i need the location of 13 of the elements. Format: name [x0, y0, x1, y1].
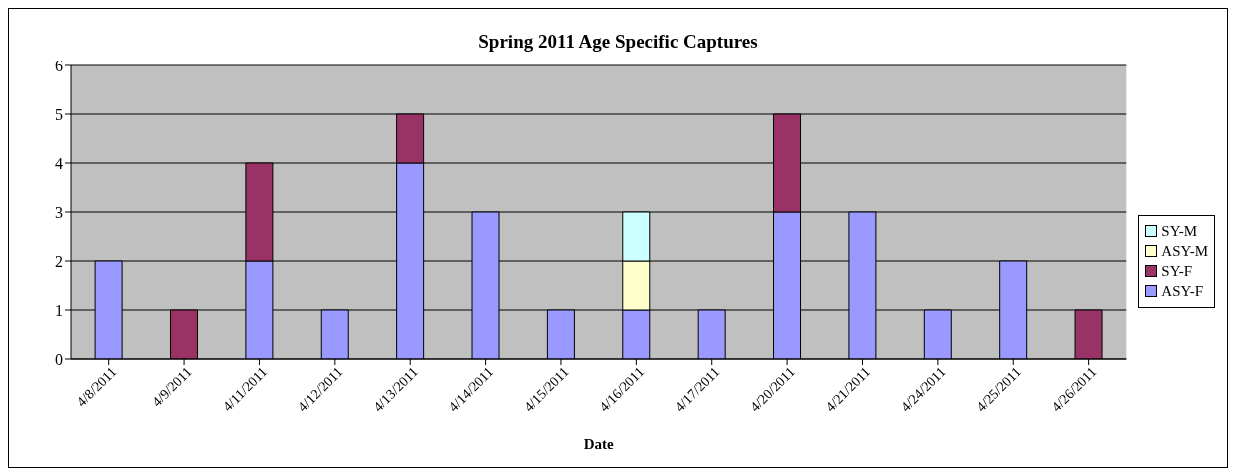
- x-axis-title: Date: [583, 436, 614, 452]
- chart-title: Spring 2011 Age Specific Captures: [478, 31, 758, 52]
- legend-label: ASY-F: [1161, 282, 1203, 300]
- y-tick-label: 5: [55, 105, 63, 123]
- legend-label: ASY-M: [1161, 242, 1208, 260]
- y-tick-label: 1: [55, 301, 63, 319]
- y-tick-label: 6: [55, 56, 63, 74]
- y-tick-label: 0: [55, 350, 63, 368]
- y-tick-label: 3: [55, 203, 63, 221]
- y-tick-label: 2: [55, 252, 63, 270]
- y-tick-label: 4: [55, 154, 63, 172]
- legend-label: SY-M: [1161, 222, 1198, 240]
- legend-label: SY-F: [1161, 262, 1193, 280]
